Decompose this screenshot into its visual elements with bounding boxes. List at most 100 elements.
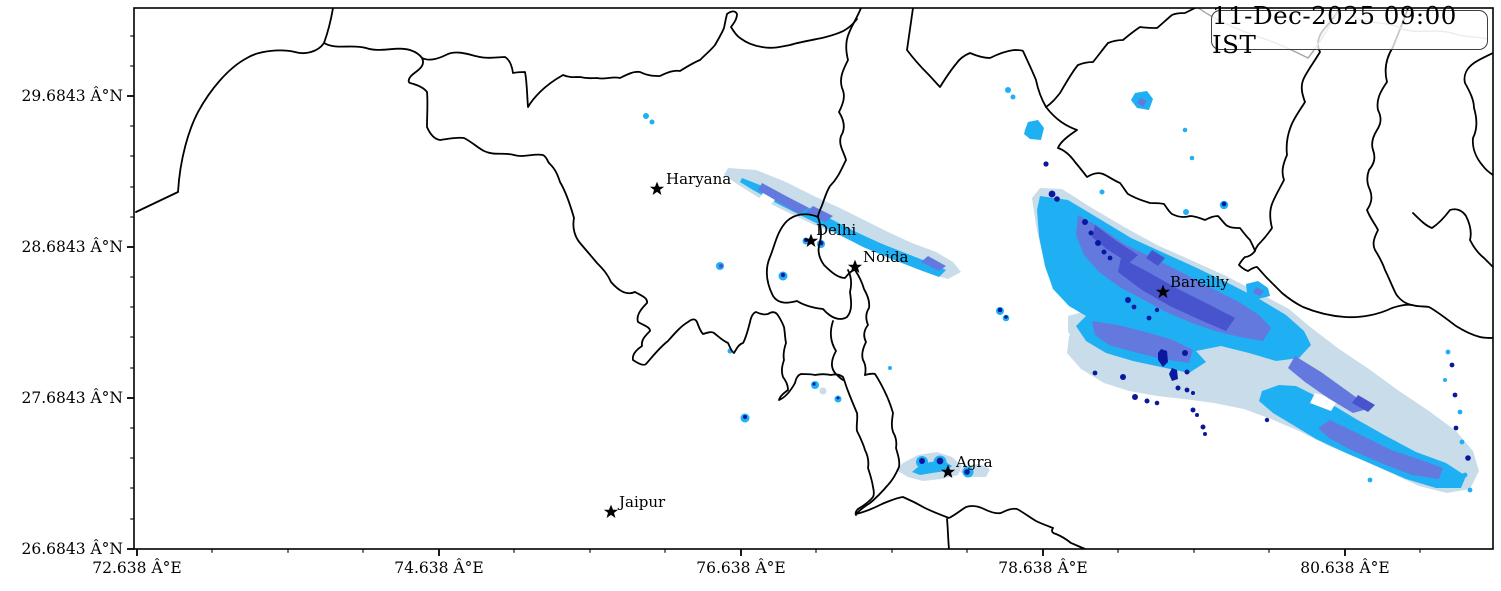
precip-dot-l5 (1004, 315, 1008, 319)
precip-dot-l2 (1099, 189, 1105, 195)
precip-dot-l5 (1088, 230, 1094, 236)
precip-dot-l5 (1264, 417, 1270, 423)
city-label-bareilly: Bareilly (1170, 273, 1229, 291)
precip-dot-l5 (1465, 455, 1471, 461)
precip-dot-l5 (1043, 161, 1049, 167)
precip-dot-l2 (1459, 439, 1465, 445)
precip-dot-l5 (1092, 370, 1098, 376)
precip-area-white (1310, 393, 1338, 411)
precip-dot-l5 (780, 272, 786, 278)
precip-dot-l5 (919, 458, 925, 464)
state-boundary (829, 320, 844, 381)
city-label-jaipur: Jaipur (617, 493, 666, 511)
state-boundary (817, 8, 871, 376)
precip-area-l4 (1118, 258, 1235, 331)
state-boundary (1463, 52, 1493, 176)
precip-dot-l5 (1048, 190, 1056, 198)
city-label-haryana: Haryana (666, 170, 731, 188)
precip-dot-l5 (1154, 400, 1160, 406)
precip-dot-l5 (1191, 391, 1195, 395)
precip-dot-l5 (1095, 240, 1101, 246)
precip-area-l3 (758, 183, 809, 214)
precip-area-white (759, 193, 777, 204)
city-marker-haryana (649, 181, 665, 195)
precip-dot-l5 (1120, 374, 1126, 380)
city-label-delhi: Delhi (816, 221, 856, 239)
precip-dot-l5 (1184, 369, 1190, 375)
precip-dot-l2 (1010, 94, 1016, 100)
state-boundary (1412, 208, 1493, 268)
city-marker-jaipur (603, 504, 619, 518)
x-tick-label: 74.638 Â°E (394, 559, 483, 577)
precip-dot-l2 (1182, 127, 1188, 133)
precip-dot-l5 (1175, 385, 1181, 391)
precip-dot-l2 (888, 366, 892, 370)
state-boundary (1366, 8, 1413, 306)
precip-dot-l5 (1131, 304, 1137, 310)
precip-area-l4 (1092, 225, 1138, 263)
precip-area-l3 (921, 256, 946, 271)
map-content (135, 8, 1493, 549)
precip-area-l3 (1253, 287, 1264, 296)
precip-dot-l2 (1443, 378, 1447, 382)
state-boundary (855, 372, 901, 515)
precip-dot-l2 (1367, 477, 1373, 483)
precip-dot-l5 (997, 307, 1003, 313)
precip-dot-l5 (1125, 297, 1131, 303)
precip-dot-l5 (1082, 219, 1088, 225)
precip-area-l3 (1318, 420, 1443, 479)
timestamp-box: 11-Dec-2025 09:00 IST (1211, 1, 1488, 59)
precip-dot-l5 (1132, 394, 1138, 400)
precip-area-l4 (1146, 250, 1165, 266)
precip-dot-l5 (1453, 425, 1459, 431)
precip-dot-l5 (1101, 249, 1107, 255)
precip-dot-l2 (1467, 487, 1473, 493)
precip-dot-l2 (643, 113, 649, 119)
city-marker-delhi (803, 233, 819, 247)
plot-frame (133, 7, 1494, 550)
state-boundary (765, 213, 853, 320)
y-tick-label: 26.6843 Â°N (21, 540, 123, 558)
x-tick-label: 78.638 Â°E (998, 559, 1087, 577)
precip-dot-l5 (836, 396, 840, 400)
precip-dot-l2 (1462, 472, 1468, 478)
precip-area-l3 (1092, 321, 1193, 363)
x-tick-label: 72.638 Â°E (92, 559, 181, 577)
y-tick-label: 27.6843 Â°N (21, 389, 123, 407)
x-tick-label: 80.638 Â°E (1300, 559, 1389, 577)
axes: 72.638 Â°E 74.638 Â°E 76.638 Â°E 78.638 Â°E… (21, 7, 1494, 577)
city-marker-agra (940, 464, 956, 478)
y-tick-label: 28.6843 Â°N (21, 238, 123, 256)
precip-dot-l5 (1195, 413, 1199, 417)
state-boundary (631, 291, 875, 516)
precip-dot-l5 (1184, 387, 1190, 393)
precip-dot-l5 (1154, 307, 1160, 313)
precip-dot-l5 (1221, 201, 1227, 207)
precip-dot-l5 (1190, 407, 1196, 413)
precip-dot-l5 (1200, 424, 1206, 430)
precip-dot-l2 (1189, 155, 1195, 161)
timestamp-label: 11-Dec-2025 09:00 IST (1212, 1, 1457, 59)
city-label-noida: Noida (863, 248, 909, 266)
state-boundary (855, 496, 1086, 549)
precip-area-l4 (1352, 395, 1375, 412)
precip-dot-l5 (936, 457, 944, 465)
precip-dot-l1 (819, 387, 827, 395)
state-boundary (1045, 8, 1198, 108)
precip-dot-l5 (1144, 398, 1150, 404)
precip-dot-l5 (1203, 432, 1207, 436)
precip-dot-l4 (719, 264, 723, 268)
precip-area-l5 (1158, 349, 1168, 367)
city-label-agra: Agra (955, 453, 993, 471)
precip-area-l3 (1137, 98, 1147, 107)
precip-dot-l2 (649, 119, 655, 125)
state-boundary (323, 10, 858, 108)
city-marker-bareilly (1155, 284, 1171, 298)
precip-dot-l5 (1107, 255, 1113, 261)
precip-dot-l2 (1005, 87, 1011, 93)
precip-dot-l5 (812, 382, 816, 386)
cities: Haryana Delhi Noida Bareilly Agra Jaipur (603, 170, 1229, 518)
state-boundary (407, 57, 636, 295)
precip-dot-l5 (964, 469, 970, 475)
